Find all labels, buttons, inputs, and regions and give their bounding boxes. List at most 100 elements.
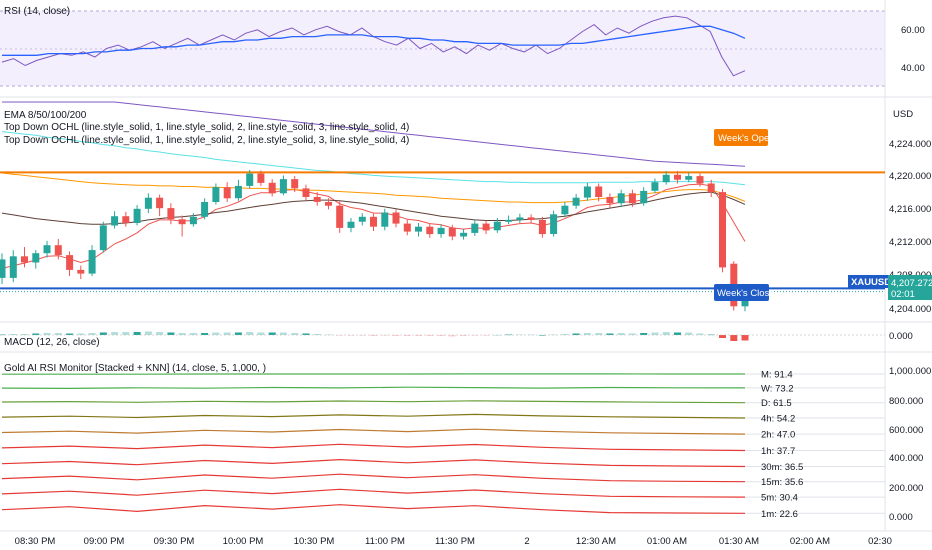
candle-body xyxy=(111,216,119,226)
macd-histogram-bar xyxy=(482,335,490,336)
macd-histogram-bar xyxy=(606,333,614,335)
price-tick-4212: 4,212.000 xyxy=(889,237,931,248)
candle-body xyxy=(606,197,614,204)
candle-body xyxy=(617,193,625,204)
candle-body xyxy=(223,187,231,199)
gold-tick-200: 200.000 xyxy=(889,483,923,494)
candle-body xyxy=(651,182,659,191)
macd-histogram-bar xyxy=(291,333,299,335)
macd-histogram-bar xyxy=(212,332,220,335)
gold-tick-1000: 1,000.000 xyxy=(889,366,931,377)
gold-monitor-line xyxy=(1,488,746,498)
gold-monitor-title: Gold AI RSI Monitor [Stacked + KNN] (14,… xyxy=(4,363,266,374)
candle-body xyxy=(448,227,456,237)
time-tick: 09:30 PM xyxy=(154,536,195,547)
candle-body xyxy=(696,176,704,184)
macd-histogram-bar xyxy=(651,332,659,335)
gold-monitor-line xyxy=(1,386,746,390)
ema-200-line xyxy=(1,131,746,186)
macd-histogram-bar xyxy=(347,335,355,336)
macd-histogram-bar xyxy=(370,335,377,336)
gold-monitor-line xyxy=(1,458,746,468)
time-tick: 11:30 PM xyxy=(435,536,475,547)
macd-histogram-bar xyxy=(572,333,580,335)
rsi-ma-line xyxy=(2,25,746,56)
price-pane[interactable]: EMA 8/50/100/200 Top Down OCHL (line.sty… xyxy=(0,101,932,315)
candle-body xyxy=(674,174,681,180)
macd-pane[interactable]: MACD (12, 26, close) 0.000 xyxy=(0,331,913,348)
candle-body xyxy=(583,186,591,198)
candle-body xyxy=(471,223,479,233)
candle-body xyxy=(9,256,17,278)
candle-body xyxy=(167,208,175,220)
macd-histogram-bar xyxy=(561,334,569,335)
macd-histogram-bar xyxy=(9,334,17,335)
macd-histogram-bar xyxy=(302,333,310,335)
rsi-band xyxy=(0,11,885,86)
time-axis[interactable]: 08:30 PM 09:00 PM 09:30 PM 10:00 PM 10:30 PM… xyxy=(15,536,892,547)
last-price: 4,207.272 xyxy=(891,278,932,289)
price-tick-4216: 4,216.000 xyxy=(889,204,931,215)
symbol-tag: XAUUSD xyxy=(851,277,891,288)
time-tick: 02:30 xyxy=(868,536,892,547)
weeks-open-tag[interactable]: Week's Open xyxy=(714,129,775,146)
macd-histogram-bar xyxy=(77,333,85,335)
candle-body xyxy=(156,197,164,209)
ochl-legend-1: Top Down OCHL (line.style_solid, 1, line… xyxy=(4,122,409,133)
gold-tick-800: 800.000 xyxy=(889,396,923,407)
gold-monitor-line xyxy=(1,504,746,514)
candle-body xyxy=(77,269,85,274)
candle-body xyxy=(482,223,490,231)
gold-level-label: 2h: 47.0 xyxy=(761,430,795,441)
gold-tick-400: 400.000 xyxy=(889,453,923,464)
candle-body xyxy=(336,205,344,228)
candle-body xyxy=(133,208,141,223)
macd-histogram-bar xyxy=(178,333,186,335)
macd-histogram-bar xyxy=(133,332,141,335)
candle-body xyxy=(302,188,310,197)
time-tick: 10:00 PM xyxy=(223,536,264,547)
macd-histogram-bar xyxy=(696,333,704,335)
candle-body xyxy=(291,179,299,189)
candle-body xyxy=(99,225,107,251)
macd-histogram-bar xyxy=(313,334,321,335)
gold-rsi-monitor-pane[interactable]: Gold AI RSI Monitor [Stacked + KNN] (14,… xyxy=(1,363,931,523)
macd-histogram-bar xyxy=(358,335,366,336)
candle-body xyxy=(538,219,546,235)
rsi-pane[interactable]: RSI (14, close) 60.00 40.00 xyxy=(1,6,925,77)
macd-histogram-bar xyxy=(268,332,276,335)
gold-level-label: 30m: 36.5 xyxy=(761,462,803,473)
candle-body xyxy=(370,216,377,227)
gold-level-label: 15m: 35.6 xyxy=(761,477,803,488)
symbol-price-tag[interactable]: XAUUSD 4,207.272 02:01 xyxy=(848,275,932,300)
weeks-close-tag[interactable]: Week's Close xyxy=(714,284,775,301)
candle-body xyxy=(595,186,603,197)
weeks-open-label: Week's Open xyxy=(718,133,775,144)
candle-body xyxy=(178,219,186,225)
macd-histogram-bar xyxy=(279,332,287,335)
macd-histogram-bar xyxy=(617,333,625,335)
ochl-legend-2: Top Down OCHL (line.style_solid, 1, line… xyxy=(4,135,409,146)
candle-body xyxy=(313,197,321,202)
macd-histogram-bar xyxy=(0,334,6,336)
macd-histogram-bar xyxy=(685,332,693,335)
macd-histogram-bar xyxy=(144,331,152,335)
candle-body xyxy=(493,221,501,231)
macd-histogram-bar xyxy=(257,332,265,335)
macd-histogram-bar xyxy=(88,333,96,335)
candle-body xyxy=(707,183,715,193)
macd-histogram-bar xyxy=(156,332,164,335)
candle-body xyxy=(392,212,400,224)
gold-level-label: M: 91.4 xyxy=(761,370,793,381)
rsi-tick-40: 40.00 xyxy=(901,63,925,74)
macd-histogram-bar xyxy=(54,333,62,335)
gold-monitor-line xyxy=(1,428,746,435)
macd-histogram-bar xyxy=(21,334,28,335)
candle-body xyxy=(572,197,580,206)
weeks-close-label: Week's Close xyxy=(717,288,775,299)
candle-body xyxy=(122,216,130,223)
time-tick: 01:30 AM xyxy=(719,536,759,547)
macd-histogram-bar xyxy=(403,335,411,336)
time-tick: 09:00 PM xyxy=(84,536,125,547)
candle-body xyxy=(437,227,445,235)
